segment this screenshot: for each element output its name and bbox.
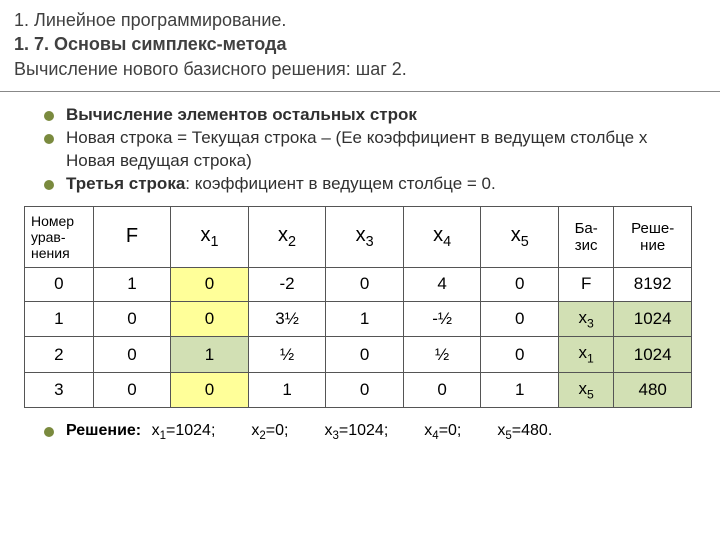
bullet-1: Вычисление элементов остальных строк	[40, 104, 692, 127]
sol-item: x4=0;	[424, 422, 461, 442]
table-row: 3 0 0 1 0 0 1 x5 480	[25, 372, 692, 407]
th-x2: x2	[248, 206, 326, 267]
solution-line: Решение: x1=1024; x2=0; x3=1024; x4=0; x…	[40, 422, 692, 442]
table-row: 0 1 0 -2 0 4 0 F 8192	[25, 267, 692, 301]
header-line-3: Вычисление нового базисного решения: шаг…	[14, 57, 706, 81]
header-line-1: 1. Линейное программирование.	[14, 8, 706, 32]
sol-item: x1=1024;	[152, 422, 216, 442]
th-x5: x5	[481, 206, 559, 267]
sol-item: x3=1024;	[324, 422, 388, 442]
bullet-list: Вычисление элементов остальных строк Нов…	[40, 104, 692, 196]
th-x1: x1	[171, 206, 249, 267]
th-solution: Реше-ние	[614, 206, 692, 267]
simplex-table: Номер урав- нения F x1 x2 x3 x4 x5 Ба-зи…	[24, 206, 692, 408]
bullet-2: Новая строка = Текущая строка – (Ее коэф…	[40, 127, 692, 173]
sol-item: x2=0;	[251, 422, 288, 442]
th-basis: Ба-зис	[558, 206, 613, 267]
th-x4: x4	[403, 206, 481, 267]
table-row: 2 0 1 ½ 0 ½ 0 x1 1024	[25, 337, 692, 372]
th-eqnum: Номер урав- нения	[25, 206, 94, 267]
slide-content: Вычисление элементов остальных строк Нов…	[0, 92, 720, 450]
table-header-row: Номер урав- нения F x1 x2 x3 x4 x5 Ба-зи…	[25, 206, 692, 267]
sol-item: x5=480.	[497, 422, 552, 442]
bullet-3: Третья строка: коэффициент в ведущем сто…	[40, 173, 692, 196]
table-row: 1 0 0 3½ 1 -½ 0 x3 1024	[25, 301, 692, 336]
th-F: F	[93, 206, 171, 267]
slide-header: 1. Линейное программирование. 1. 7. Осно…	[0, 0, 720, 92]
header-line-2: 1. 7. Основы симплекс-метода	[14, 32, 706, 56]
th-x3: x3	[326, 206, 404, 267]
